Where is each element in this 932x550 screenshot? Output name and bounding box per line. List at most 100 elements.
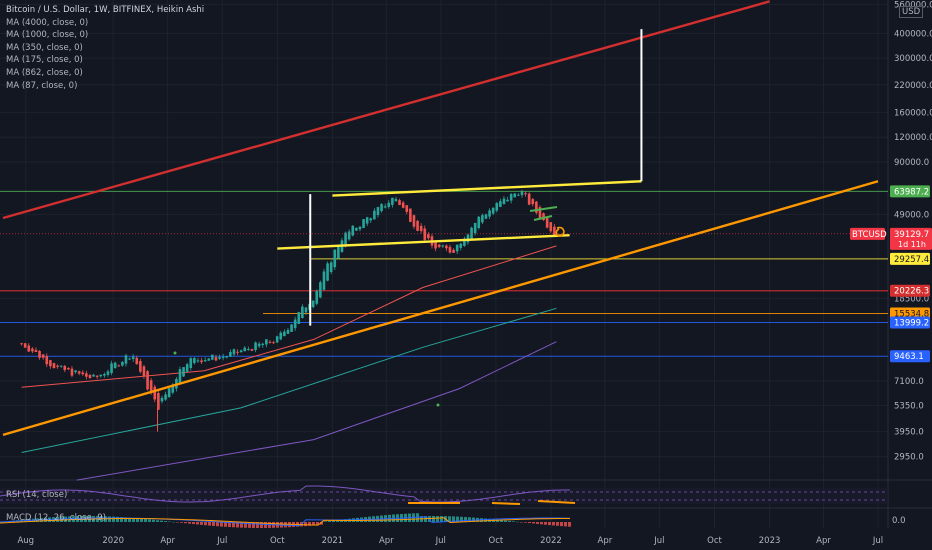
candle-body — [322, 271, 326, 290]
macd-histogram-bar — [140, 518, 143, 522]
macd-histogram-bar — [556, 522, 559, 526]
candle-body — [337, 245, 340, 259]
candle-body — [49, 360, 52, 367]
candle-body — [171, 384, 175, 393]
macd-histogram-bar — [128, 517, 131, 522]
signal-dot — [436, 403, 440, 407]
x-axis-label: Oct — [707, 536, 722, 546]
x-axis-label: Oct — [270, 536, 285, 546]
candle-body — [459, 243, 463, 249]
candle-body — [311, 300, 315, 308]
candle-body — [549, 222, 553, 232]
candle-body — [419, 225, 423, 232]
macd-histogram-bar — [132, 517, 135, 522]
macd-histogram-bar — [316, 522, 319, 526]
candle-body — [448, 246, 452, 253]
candle-body — [542, 213, 545, 221]
candle-body — [189, 358, 193, 369]
trendline-drawing — [277, 234, 570, 250]
symbol-title[interactable]: Bitcoin / U.S. Dollar, 1W, BITFINEX, Hei… — [6, 5, 205, 15]
candle-body — [513, 193, 517, 198]
candle-body — [124, 355, 128, 364]
macd-histogram-bar — [168, 521, 171, 522]
candle-body — [315, 291, 319, 304]
candle-body — [74, 370, 77, 373]
candle-body — [196, 360, 200, 362]
macd-histogram-bar — [468, 517, 471, 522]
candle-body — [31, 348, 34, 352]
price-level-tag-text: 63987.2 — [894, 187, 929, 197]
candle-body — [218, 357, 221, 359]
trendline-drawing — [332, 180, 642, 197]
indicator-ma-87[interactable]: MA (87, close, 0) — [6, 80, 78, 91]
candle-body — [88, 375, 92, 379]
price-level-tag — [890, 185, 930, 198]
indicator-ma-4000[interactable]: MA (4000, close, 0) — [6, 17, 89, 28]
macd-histogram-bar — [536, 522, 539, 524]
macd-histogram-bar — [148, 519, 151, 522]
macd-histogram-bar — [124, 517, 127, 522]
candle-body — [365, 217, 369, 224]
symbol-badge-text: BTCUSD — [852, 230, 887, 240]
y-axis-tick: 49000.0 — [894, 210, 929, 220]
candle-body — [45, 356, 49, 365]
rsi-orange-drawing — [537, 500, 576, 504]
chart-legend: Bitcoin / U.S. Dollar, 1W, BITFINEX, Hei… — [6, 4, 204, 92]
rsi-pane-label[interactable]: RSI (14, close) — [6, 490, 68, 500]
candle-body — [254, 342, 257, 351]
y-axis-tick: 120000.0 — [894, 133, 932, 143]
candle-body — [369, 218, 373, 221]
candle-body — [279, 332, 283, 340]
green-marker-line — [529, 206, 558, 212]
macd-histogram-bar — [248, 522, 251, 528]
macd-histogram-bar — [112, 516, 115, 522]
y-axis-tick: 220000.0 — [894, 81, 932, 91]
macd-histogram-bar — [116, 516, 119, 522]
indicator-ma-1000[interactable]: MA (1000, close, 0) — [6, 30, 89, 41]
candle-body — [524, 193, 527, 195]
macd-histogram-bar — [436, 516, 439, 522]
currency-badge[interactable]: USD — [899, 6, 924, 18]
macd-histogram-bar — [232, 522, 235, 528]
candle-body — [261, 343, 265, 346]
macd-histogram-bar — [284, 522, 287, 528]
candle-body — [286, 329, 290, 334]
candle-body — [423, 228, 427, 240]
candle-body — [394, 198, 398, 202]
macd-histogram-bar — [552, 522, 555, 526]
macd-histogram-bar — [544, 522, 547, 525]
candle-body — [200, 360, 203, 363]
candle-body — [434, 240, 437, 249]
macd-histogram-bar — [452, 516, 455, 522]
macd-histogram-bar — [324, 521, 327, 522]
indicator-ma-862[interactable]: MA (862, close, 0) — [6, 67, 83, 78]
x-axis-label: Oct — [489, 536, 504, 546]
macd-histogram-bar — [500, 520, 503, 522]
candle-body — [275, 336, 279, 343]
candle-body — [527, 193, 531, 205]
candle-body — [236, 351, 239, 353]
candle-body — [207, 358, 211, 361]
macd-pane-label[interactable]: MACD (12, 26, close, 9) — [6, 513, 106, 523]
macd-histogram-bar — [540, 522, 543, 525]
candle-body — [185, 364, 189, 372]
price-level-tag — [890, 252, 930, 265]
price-level-tag-text: 20226.3 — [894, 287, 929, 297]
indicator-ma-175[interactable]: MA (175, close, 0) — [6, 55, 83, 66]
candle-body — [211, 354, 214, 360]
macd-histogram-bar — [188, 522, 191, 524]
x-axis-label: Jul — [872, 536, 883, 546]
candle-body — [214, 357, 218, 361]
macd-histogram-bar — [332, 520, 335, 522]
last-price-tag — [890, 227, 932, 250]
x-axis-label: 2021 — [322, 536, 344, 546]
x-axis-label: 2023 — [759, 536, 781, 546]
candle-body — [106, 371, 110, 375]
candle-body — [95, 375, 99, 377]
candle-body — [99, 374, 103, 377]
indicator-ma-350[interactable]: MA (350, close, 0) — [6, 42, 83, 53]
last-price-value: 39129.7 — [894, 230, 929, 240]
rsi-line — [0, 485, 570, 503]
macd-histogram-bar — [336, 520, 339, 522]
